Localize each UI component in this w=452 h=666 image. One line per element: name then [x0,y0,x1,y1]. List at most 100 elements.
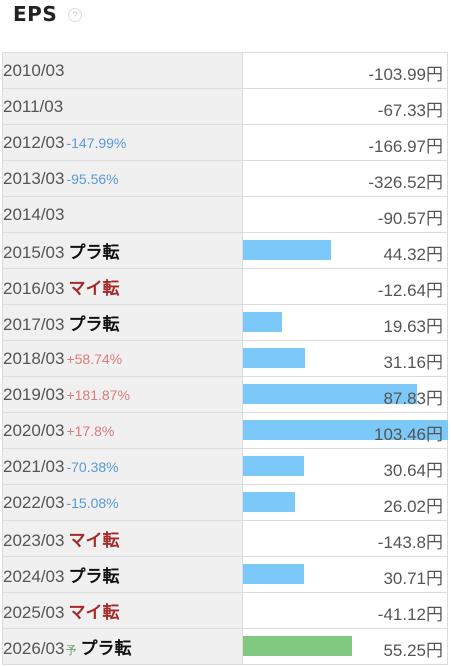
fiscal-year-cell: 2025/03 マイ転 [2,592,243,629]
eps-value: -12.64円 [377,281,443,300]
fiscal-year-cell: 2017/03 プラ転 [2,304,243,341]
forecast-eps-bar [243,636,352,656]
eps-table: 2010/03 -103.99円 2011/03 -67.33円 2012/03 -147… [2,52,448,665]
fiscal-year: 2016/03 [3,279,65,298]
eps-value-cell: 31.16円 [242,340,448,377]
turn-negative-badge: マイ転 [68,531,120,550]
eps-value: 44.32円 [383,245,443,264]
eps-value-cell: -90.57円 [242,196,448,233]
fiscal-year: 2015/03 [3,243,65,262]
eps-value-cell: 44.32円 [242,232,448,269]
eps-bar [243,564,304,584]
fiscal-year: 2017/03 [3,315,65,334]
fiscal-year: 2024/03 [3,567,65,586]
eps-value: -143.8円 [377,533,443,552]
fiscal-year-cell: 2015/03 プラ転 [2,232,243,269]
table-row: 2017/03 プラ転 19.63円 [2,304,448,341]
fiscal-year-cell: 2012/03 -147.99% [2,124,243,161]
fiscal-year: 2013/03 [3,168,65,188]
fiscal-year: 2020/03 [3,420,65,440]
eps-value: 87.83円 [383,389,443,408]
table-row: 2010/03 -103.99円 [2,52,448,89]
eps-value: -90.57円 [377,209,443,228]
fiscal-year: 2026/03 [3,639,65,658]
fiscal-year-cell: 2010/03 [2,52,243,89]
fiscal-year-cell: 2022/03 -15.08% [2,484,243,521]
eps-value: 30.71円 [383,569,443,588]
turn-positive-badge: プラ転 [80,639,132,658]
table-row: 2016/03 マイ転 -12.64円 [2,268,448,305]
eps-bar [243,348,305,368]
eps-value-cell: -166.97円 [242,124,448,161]
eps-value-cell: -143.8円 [242,520,448,557]
table-row: 2025/03 マイ転 -41.12円 [2,592,448,629]
fiscal-year: 2025/03 [3,603,65,622]
eps-bar [243,384,417,404]
eps-value: 26.02円 [383,497,443,516]
eps-value-cell: -67.33円 [242,88,448,125]
eps-value: 19.63円 [383,317,443,336]
eps-bar [243,240,331,260]
yoy-change: -70.38% [66,458,119,475]
eps-value-cell: 55.25円 [242,628,448,665]
turn-positive-badge: プラ転 [68,315,120,334]
fiscal-year: 2023/03 [3,531,65,550]
table-row: 2012/03 -147.99% -166.97円 [2,124,448,161]
eps-value: -67.33円 [377,101,443,120]
table-row: 2011/03 -67.33円 [2,88,448,125]
turn-positive-badge: プラ転 [68,243,120,262]
table-row: 2021/03 -70.38% 30.64円 [2,448,448,485]
eps-value: -103.99円 [368,65,443,84]
help-icon[interactable]: ? [68,8,82,22]
eps-header: EPS ? [0,0,452,52]
fiscal-year: 2010/03 [3,60,65,80]
turn-negative-badge: マイ転 [68,279,120,298]
eps-value: 30.64円 [383,461,443,480]
table-row: 2015/03 プラ転 44.32円 [2,232,448,269]
table-row: 2013/03 -95.56% -326.52円 [2,160,448,197]
eps-value-cell: 103.46円 [242,412,448,449]
eps-bar [243,492,295,512]
eps-bar [243,456,304,476]
fiscal-year-cell: 2023/03 マイ転 [2,520,243,557]
turn-positive-badge: プラ転 [68,567,120,586]
yoy-change: -147.99% [66,134,127,151]
table-row: 2023/03 マイ転 -143.8円 [2,520,448,557]
fiscal-year: 2011/03 [3,96,64,116]
fiscal-year: 2018/03 [3,348,65,368]
eps-bar [243,312,282,332]
fiscal-year: 2012/03 [3,132,65,152]
fiscal-year-cell: 2026/03予 プラ転 [2,628,243,665]
eps-value-cell: -41.12円 [242,592,448,629]
fiscal-year: 2019/03 [3,384,65,404]
fiscal-year: 2022/03 [3,492,65,512]
yoy-change: -95.56% [66,170,119,187]
table-row: 2018/03 +58.74% 31.16円 [2,340,448,377]
fiscal-year-cell: 2018/03 +58.74% [2,340,243,377]
eps-value-cell: 30.71円 [242,556,448,593]
eps-value-cell: -103.99円 [242,52,448,89]
fiscal-year-cell: 2024/03 プラ転 [2,556,243,593]
fiscal-year-cell: 2016/03 マイ転 [2,268,243,305]
eps-value-cell: 87.83円 [242,376,448,413]
fiscal-year-cell: 2014/03 [2,196,243,233]
fiscal-year: 2014/03 [3,204,65,224]
fiscal-year-cell: 2011/03 [2,88,243,125]
eps-value: -326.52円 [368,173,443,192]
fiscal-year-cell: 2020/03 +17.8% [2,412,243,449]
eps-value: -41.12円 [377,605,443,624]
fiscal-year: 2021/03 [3,456,65,476]
eps-value-cell: 30.64円 [242,448,448,485]
forecast-marker: 予 [65,645,77,657]
section-title: EPS [13,2,58,26]
yoy-change: +58.74% [66,350,123,367]
fiscal-year-cell: 2013/03 -95.56% [2,160,243,197]
eps-value: 55.25円 [383,641,443,660]
yoy-change: +17.8% [66,422,115,439]
eps-value-cell: 19.63円 [242,304,448,341]
fiscal-year-cell: 2019/03 +181.87% [2,376,243,413]
yoy-change: +181.87% [66,386,130,403]
turn-negative-badge: マイ転 [68,603,120,622]
table-row: 2026/03予 プラ転 55.25円 [2,628,448,665]
table-row: 2019/03 +181.87% 87.83円 [2,376,448,413]
